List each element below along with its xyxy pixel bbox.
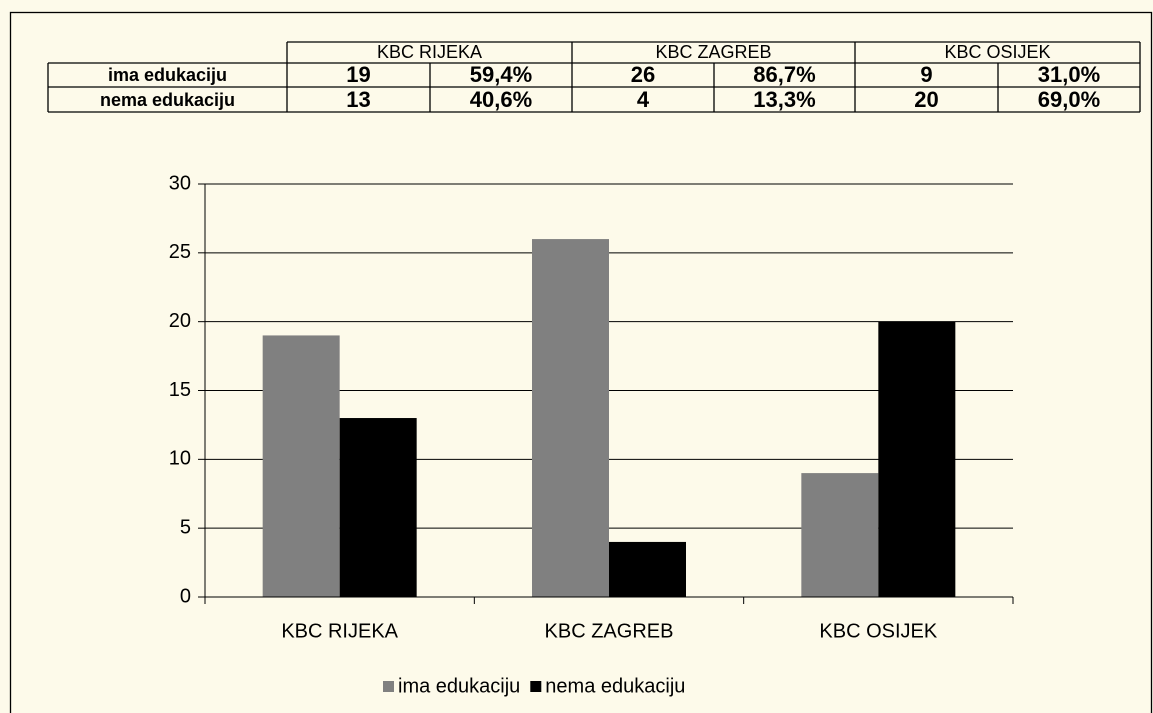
y-tick-label: 20 [169, 310, 191, 332]
table-cell: 59,4% [470, 62, 532, 87]
table-cell: 69,0% [1038, 87, 1100, 112]
table-header: KBC ZAGREB [655, 42, 771, 62]
legend-label: nema edukaciju [545, 675, 685, 697]
table-cell: 26 [631, 62, 655, 87]
x-tick-label: KBC OSIJEK [819, 620, 937, 642]
bar [262, 335, 340, 597]
table-cell: 20 [914, 87, 938, 112]
row-label: ima edukaciju [108, 65, 227, 85]
legend-swatch [383, 681, 394, 692]
table-cell: 13,3% [753, 87, 815, 112]
table-header: KBC OSIJEK [944, 42, 1050, 62]
bar [878, 321, 956, 597]
table-cell: 13 [346, 87, 370, 112]
table-cell: 86,7% [753, 62, 815, 87]
x-tick-label: KBC ZAGREB [545, 620, 674, 642]
table-cell: 9 [920, 62, 932, 87]
y-tick-label: 10 [169, 448, 191, 470]
legend-swatch [530, 681, 542, 692]
y-tick-label: 25 [169, 241, 191, 263]
y-tick-label: 0 [180, 585, 191, 607]
bar [801, 473, 879, 597]
table-cell: 19 [346, 62, 370, 87]
y-tick-label: 15 [169, 379, 191, 401]
bar [609, 541, 686, 597]
bar [532, 239, 609, 598]
table-header: KBC RIJEKA [377, 42, 482, 62]
row-label: nema edukaciju [100, 90, 235, 110]
data-table [47, 41, 1141, 113]
x-tick-label: KBC RIJEKA [281, 620, 398, 642]
legend-label: ima edukaciju [398, 675, 520, 697]
frame [9, 11, 1153, 713]
y-tick-label: 5 [180, 516, 191, 538]
table-cell: 40,6% [470, 87, 532, 112]
table-cell: 4 [637, 87, 650, 112]
table-cell: 31,0% [1038, 62, 1100, 87]
bar [339, 418, 417, 597]
y-tick-label: 30 [169, 172, 191, 194]
